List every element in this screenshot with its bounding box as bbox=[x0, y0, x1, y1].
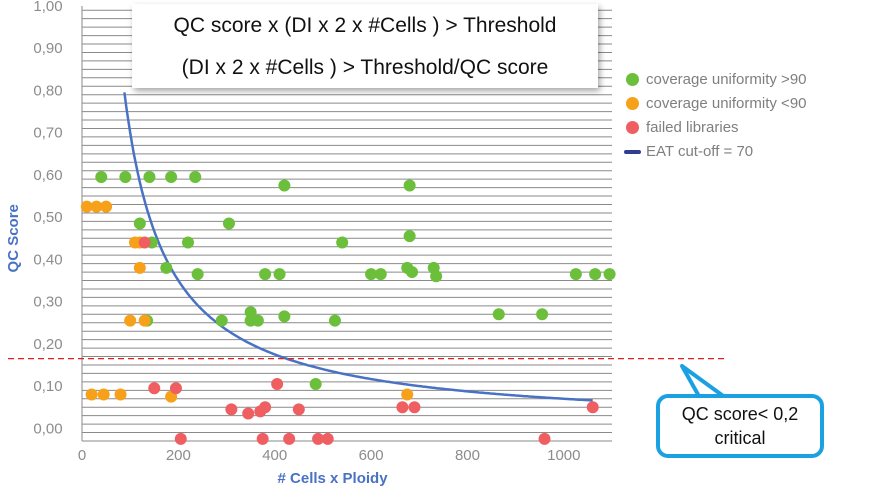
data-point-red bbox=[256, 432, 269, 445]
data-point-orange bbox=[138, 314, 151, 327]
line-swatch-icon bbox=[624, 150, 641, 154]
x-tick-label: 200 bbox=[166, 447, 191, 464]
data-point-green bbox=[251, 314, 264, 327]
data-point-green bbox=[143, 171, 156, 184]
y-tick-label: 0,20 bbox=[33, 336, 62, 353]
data-point-green bbox=[430, 270, 443, 283]
x-tick-label: 400 bbox=[262, 447, 287, 464]
data-point-green bbox=[273, 268, 286, 281]
data-point-green bbox=[95, 171, 108, 184]
data-point-green bbox=[536, 308, 549, 321]
data-point-green bbox=[589, 268, 602, 281]
red-dot-icon bbox=[626, 121, 639, 134]
data-point-green bbox=[278, 179, 291, 192]
y-tick-label: 0,30 bbox=[33, 294, 62, 311]
x-tick-label: 0 bbox=[78, 447, 86, 464]
legend-label-green: coverage uniformity >90 bbox=[646, 71, 807, 88]
data-point-green bbox=[189, 171, 202, 184]
data-point-green bbox=[160, 261, 173, 274]
callout-box: QC score< 0,2 critical bbox=[656, 394, 824, 458]
data-point-red bbox=[396, 401, 409, 414]
data-point-orange bbox=[114, 388, 127, 401]
legend-item-curve: EAT cut-off = 70 bbox=[624, 140, 807, 164]
legend-item-orange: coverage uniformity <90 bbox=[624, 92, 807, 116]
y-tick-label: 0,10 bbox=[33, 378, 62, 395]
data-point-green bbox=[215, 314, 228, 327]
data-point-orange bbox=[133, 261, 146, 274]
chart-legend: coverage uniformity >90 coverage uniform… bbox=[624, 68, 807, 164]
y-tick-label: 0,00 bbox=[33, 420, 62, 437]
data-point-red bbox=[148, 382, 161, 395]
data-point-green bbox=[603, 268, 616, 281]
data-point-red bbox=[312, 432, 325, 445]
x-tick-label: 1000 bbox=[547, 447, 580, 464]
data-point-red bbox=[321, 432, 334, 445]
formula-line-2: (DI x 2 x #Cells ) > Threshold/QC score bbox=[181, 56, 549, 79]
data-point-red bbox=[283, 432, 296, 445]
data-point-red bbox=[225, 403, 238, 416]
data-point-green bbox=[119, 171, 132, 184]
data-point-green bbox=[365, 268, 378, 281]
data-point-red bbox=[138, 236, 151, 249]
x-axis-label: # Cells x Ploidy bbox=[278, 470, 389, 487]
legend-label-curve: EAT cut-off = 70 bbox=[646, 143, 754, 160]
y-tick-label: 0,70 bbox=[33, 125, 62, 142]
formula-box: QC score x (DI x 2 x #Cells ) > Threshol… bbox=[132, 4, 598, 88]
data-point-green bbox=[182, 236, 194, 249]
x-tick-label: 800 bbox=[455, 447, 480, 464]
callout-line-2: critical bbox=[714, 428, 766, 448]
data-point-orange bbox=[124, 314, 137, 327]
data-point-green bbox=[259, 268, 272, 281]
data-point-red bbox=[292, 403, 305, 416]
y-tick-label: 0,90 bbox=[33, 40, 62, 57]
data-point-green bbox=[309, 377, 322, 390]
data-point-red bbox=[169, 382, 182, 395]
cutoff-curve bbox=[123, 92, 593, 402]
data-point-red bbox=[242, 407, 255, 420]
data-point-green bbox=[406, 266, 419, 279]
data-point-red bbox=[538, 432, 551, 445]
data-point-red bbox=[586, 401, 599, 414]
data-point-orange bbox=[90, 200, 103, 213]
data-point-green bbox=[374, 268, 387, 281]
x-tick-label: 600 bbox=[359, 447, 384, 464]
y-axis-label: QC Score bbox=[5, 204, 22, 272]
data-point-red bbox=[271, 377, 284, 390]
legend-item-red: failed libraries bbox=[624, 116, 807, 140]
data-point-orange bbox=[100, 200, 113, 213]
data-point-green bbox=[492, 308, 505, 321]
green-dot-icon bbox=[626, 73, 639, 86]
legend-item-green: coverage uniformity >90 bbox=[624, 68, 807, 92]
data-point-green bbox=[244, 306, 257, 319]
data-point-orange bbox=[80, 200, 93, 213]
data-point-green bbox=[165, 171, 178, 184]
data-point-orange bbox=[401, 388, 414, 401]
formula-line-1: QC score x (DI x 2 x #Cells ) > Threshol… bbox=[173, 14, 557, 37]
data-point-green bbox=[336, 236, 349, 249]
y-tick-label: 0,80 bbox=[33, 82, 62, 99]
data-point-green bbox=[222, 217, 235, 230]
data-point-green bbox=[133, 217, 146, 230]
orange-dot-icon bbox=[626, 97, 639, 110]
data-point-red bbox=[174, 432, 187, 445]
data-point-green bbox=[403, 230, 416, 243]
y-tick-label: 0,40 bbox=[33, 251, 62, 268]
data-point-orange bbox=[85, 388, 98, 401]
data-point-green bbox=[569, 268, 582, 281]
legend-label-red: failed libraries bbox=[646, 119, 739, 136]
y-tick-label: 1,00 bbox=[33, 0, 62, 15]
callout-line-1: QC score< 0,2 bbox=[681, 404, 799, 424]
data-point-green bbox=[403, 179, 416, 192]
data-point-green bbox=[191, 268, 204, 281]
data-point-red bbox=[408, 401, 421, 414]
legend-label-orange: coverage uniformity <90 bbox=[646, 95, 807, 112]
y-tick-label: 0,50 bbox=[33, 209, 62, 226]
y-tick-label: 0,60 bbox=[33, 167, 62, 184]
data-point-red bbox=[259, 401, 272, 414]
data-point-orange bbox=[97, 388, 110, 401]
data-point-green bbox=[328, 314, 341, 327]
data-point-green bbox=[278, 310, 291, 323]
